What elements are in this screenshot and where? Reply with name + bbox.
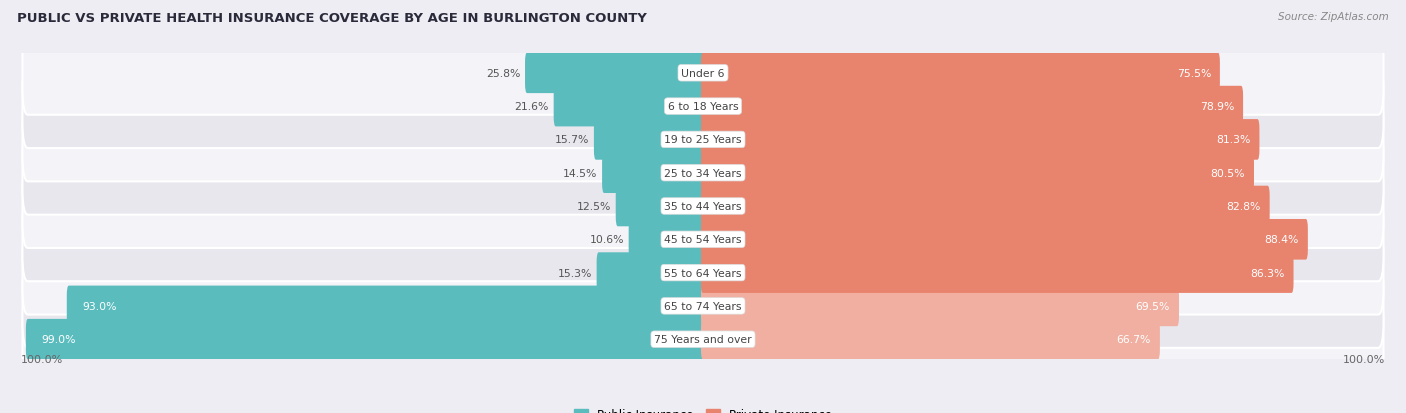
Text: 25 to 34 Years: 25 to 34 Years [664,168,742,178]
FancyBboxPatch shape [702,186,1270,227]
Text: 81.3%: 81.3% [1216,135,1250,145]
FancyBboxPatch shape [593,120,704,160]
FancyBboxPatch shape [22,297,1384,381]
Text: 19 to 25 Years: 19 to 25 Years [664,135,742,145]
Text: 86.3%: 86.3% [1250,268,1285,278]
FancyBboxPatch shape [22,198,1384,282]
FancyBboxPatch shape [22,65,1384,149]
FancyBboxPatch shape [596,253,704,293]
FancyBboxPatch shape [22,98,1384,182]
Text: 12.5%: 12.5% [576,202,612,211]
FancyBboxPatch shape [524,53,704,94]
Text: 14.5%: 14.5% [562,168,598,178]
Text: 88.4%: 88.4% [1264,235,1299,245]
FancyBboxPatch shape [554,87,704,127]
Text: Source: ZipAtlas.com: Source: ZipAtlas.com [1278,12,1389,22]
FancyBboxPatch shape [66,286,704,326]
Text: 100.0%: 100.0% [21,354,63,363]
Text: 69.5%: 69.5% [1136,301,1170,311]
FancyBboxPatch shape [22,231,1384,315]
Text: 82.8%: 82.8% [1226,202,1261,211]
FancyBboxPatch shape [702,319,1160,360]
FancyBboxPatch shape [702,87,1243,127]
Legend: Public Insurance, Private Insurance: Public Insurance, Private Insurance [574,408,832,413]
Text: 100.0%: 100.0% [1343,354,1385,363]
Text: 21.6%: 21.6% [515,102,548,112]
Text: 45 to 54 Years: 45 to 54 Years [664,235,742,245]
FancyBboxPatch shape [22,131,1384,215]
FancyBboxPatch shape [702,219,1308,260]
Text: 93.0%: 93.0% [83,301,117,311]
Text: 99.0%: 99.0% [42,335,76,344]
FancyBboxPatch shape [702,153,1254,194]
Text: Under 6: Under 6 [682,69,724,78]
Text: 66.7%: 66.7% [1116,335,1152,344]
FancyBboxPatch shape [616,186,704,227]
FancyBboxPatch shape [702,53,1220,94]
Text: 80.5%: 80.5% [1211,168,1246,178]
Text: 78.9%: 78.9% [1199,102,1234,112]
FancyBboxPatch shape [22,165,1384,248]
FancyBboxPatch shape [22,32,1384,116]
Text: PUBLIC VS PRIVATE HEALTH INSURANCE COVERAGE BY AGE IN BURLINGTON COUNTY: PUBLIC VS PRIVATE HEALTH INSURANCE COVER… [17,12,647,25]
Text: 55 to 64 Years: 55 to 64 Years [664,268,742,278]
Text: 15.7%: 15.7% [555,135,589,145]
FancyBboxPatch shape [628,219,704,260]
Text: 35 to 44 Years: 35 to 44 Years [664,202,742,211]
Text: 10.6%: 10.6% [589,235,624,245]
FancyBboxPatch shape [702,253,1294,293]
FancyBboxPatch shape [702,286,1180,326]
Text: 25.8%: 25.8% [486,69,520,78]
Text: 65 to 74 Years: 65 to 74 Years [664,301,742,311]
Text: 6 to 18 Years: 6 to 18 Years [668,102,738,112]
FancyBboxPatch shape [602,153,704,194]
FancyBboxPatch shape [22,264,1384,348]
Text: 15.3%: 15.3% [557,268,592,278]
Text: 75 Years and over: 75 Years and over [654,335,752,344]
FancyBboxPatch shape [25,319,704,360]
Text: 75.5%: 75.5% [1177,69,1211,78]
FancyBboxPatch shape [702,120,1260,160]
